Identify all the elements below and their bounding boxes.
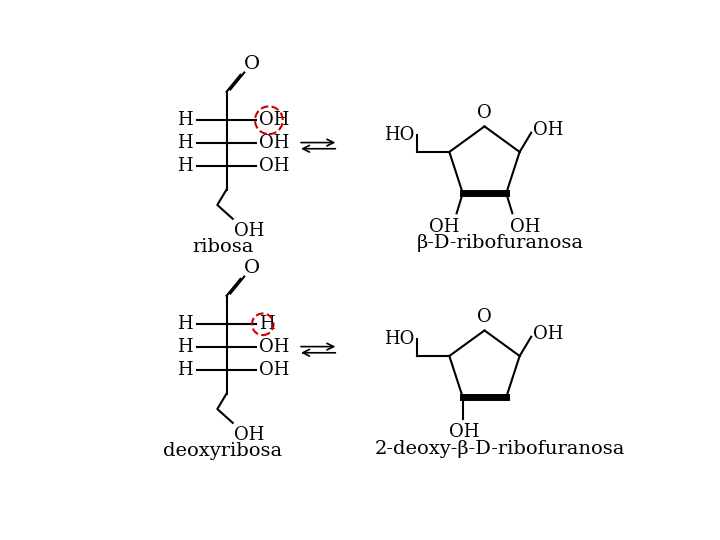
Text: OH: OH xyxy=(510,218,541,236)
Text: OH: OH xyxy=(234,222,265,240)
Text: OH: OH xyxy=(259,134,289,152)
Text: OH: OH xyxy=(449,423,480,442)
Text: O: O xyxy=(477,308,492,326)
Text: OH: OH xyxy=(259,158,289,176)
Text: O: O xyxy=(243,55,260,73)
Text: β-D-ribofuranosa: β-D-ribofuranosa xyxy=(416,234,583,252)
Text: H: H xyxy=(177,158,193,176)
Text: OH: OH xyxy=(259,361,289,380)
Text: deoxyribosa: deoxyribosa xyxy=(163,442,282,460)
Text: 2-deoxy-β-D-ribofuranosa: 2-deoxy-β-D-ribofuranosa xyxy=(374,440,625,458)
Text: H: H xyxy=(177,111,193,129)
Text: HO: HO xyxy=(384,126,415,144)
Text: H: H xyxy=(177,339,193,356)
Text: OH: OH xyxy=(259,111,289,129)
Text: ribosa: ribosa xyxy=(192,238,253,256)
Text: H: H xyxy=(177,134,193,152)
Text: O: O xyxy=(243,259,260,278)
Text: HO: HO xyxy=(384,330,415,348)
Text: OH: OH xyxy=(234,426,265,444)
Text: H: H xyxy=(177,315,193,333)
Text: OH: OH xyxy=(533,326,563,343)
Text: O: O xyxy=(477,104,492,122)
Text: H: H xyxy=(259,315,274,333)
Text: OH: OH xyxy=(533,122,563,139)
Text: OH: OH xyxy=(428,218,459,236)
Text: H: H xyxy=(177,361,193,380)
Text: OH: OH xyxy=(259,339,289,356)
